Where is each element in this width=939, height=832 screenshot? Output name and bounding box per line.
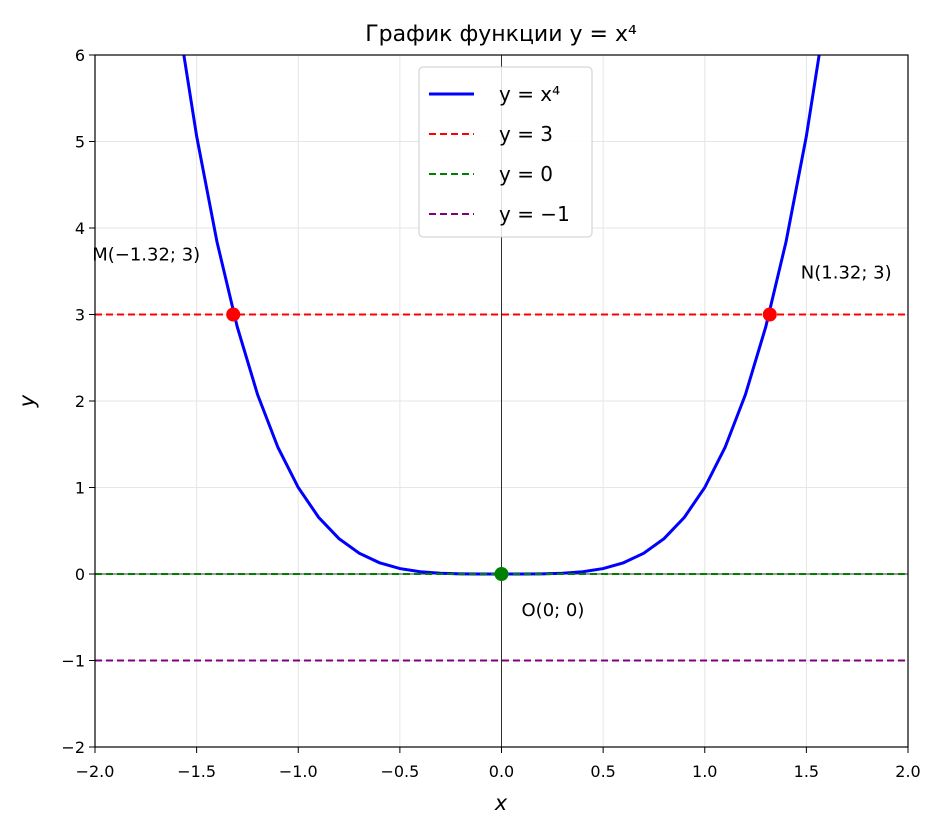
- point-annotation: M(−1.32; 3): [92, 245, 200, 266]
- point-marker: [494, 567, 509, 581]
- y-tick-label: −2: [61, 738, 85, 757]
- x-tick-label: 1.0: [692, 762, 717, 781]
- y-tick-label: −1: [61, 652, 85, 671]
- y-tick-label: 3: [75, 306, 85, 325]
- legend-label: y = −1: [499, 202, 570, 226]
- point-annotation: O(0; 0): [522, 600, 585, 621]
- y-tick-label: 4: [75, 219, 85, 238]
- point-marker: [762, 307, 777, 322]
- x-tick-label: −1.0: [279, 762, 318, 781]
- legend-label: y = 0: [499, 162, 553, 186]
- y-tick-label: 0: [75, 565, 85, 584]
- x-tick-label: 0.0: [489, 762, 514, 781]
- chart-title: График функции y = x⁴: [365, 22, 637, 47]
- legend-label: y = 3: [499, 122, 553, 146]
- legend-label: y = x⁴: [499, 82, 560, 106]
- legend-box: [418, 66, 593, 238]
- point-annotation: N(1.32; 3): [801, 263, 892, 284]
- y-tick-label: 5: [75, 133, 85, 152]
- y-tick-label: 2: [75, 392, 85, 411]
- legend: y = x⁴ y = 3 y = 0 y = −1: [418, 66, 593, 238]
- x-tick-label: 0.5: [590, 762, 615, 781]
- x-tick-label: −1.5: [177, 762, 216, 781]
- x-axis-label: x: [494, 791, 508, 815]
- y-axis-label: y: [15, 394, 39, 408]
- x-tick-label: 2.0: [895, 762, 920, 781]
- y-tick-label: 1: [75, 479, 85, 498]
- x-tick-label: −0.5: [380, 762, 419, 781]
- ticks: −2.0 −1.5 −1.0 −0.5 0.0 0.5 1.0 1.5 2.0 −2 −1 0 1 2 3 4…: [61, 46, 920, 781]
- y-tick-label: 6: [75, 46, 85, 65]
- x-tick-label: 1.5: [794, 762, 819, 781]
- point-marker: [226, 307, 241, 322]
- x-tick-label: −2.0: [76, 762, 115, 781]
